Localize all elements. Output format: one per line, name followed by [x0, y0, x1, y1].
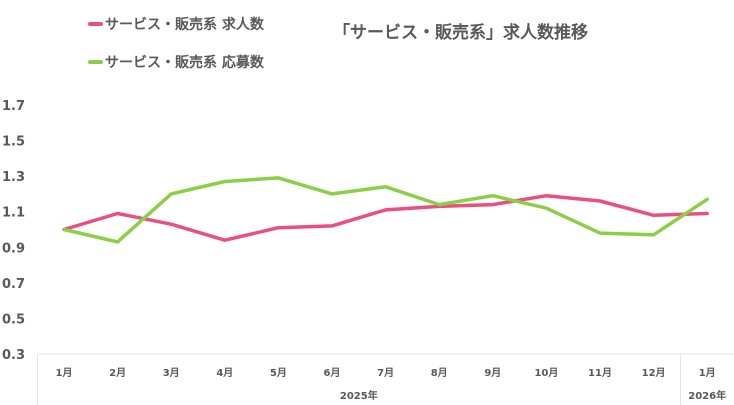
x-tick-label: 9月 — [484, 367, 501, 379]
x-tick-label: 2月 — [109, 367, 126, 379]
x-tick-label: 10月 — [534, 367, 558, 379]
series-lines — [62, 176, 709, 244]
x-tick-label: 12月 — [642, 367, 666, 379]
y-tick-label: 0.5 — [2, 312, 25, 327]
y-tick-label: 1.7 — [2, 99, 25, 114]
legend-label: サービス・販売系 応募数 — [105, 55, 264, 71]
x-tick-label: 6月 — [324, 367, 341, 379]
legend-item-job-openings: サービス・販売系 求人数 — [88, 14, 264, 34]
x-tick-label: 7月 — [377, 367, 394, 379]
x-tick-label: 1月 — [56, 367, 73, 379]
legend-item-applications: サービス・販売系 応募数 — [88, 52, 264, 72]
chart-title: 「サービス・販売系」求人数推移 — [333, 23, 588, 43]
y-tick-label: 0.9 — [2, 241, 25, 256]
x-tick-label: 5月 — [270, 367, 287, 379]
x-group-label: 2025年 — [340, 389, 378, 402]
x-tick-label: 4月 — [216, 367, 233, 379]
legend-label: サービス・販売系 求人数 — [105, 17, 264, 33]
y-tick-label: 1.5 — [2, 135, 25, 150]
x-tick-label: 8月 — [431, 367, 448, 379]
y-tick-label: 0.7 — [2, 277, 25, 292]
series-line-applications — [62, 176, 709, 244]
y-axis: 1.7 1.5 1.3 1.1 0.9 0.7 0.5 0.3 — [2, 99, 25, 363]
x-group-label: 2026年 — [688, 389, 726, 402]
x-tick-label: 11月 — [588, 367, 612, 379]
y-tick-label: 1.3 — [2, 170, 25, 185]
x-axis: 1月 2月 3月 4月 5月 6月 7月 8月 9月 10月 11月 12月 1月 2025年 2026年 — [37, 353, 734, 405]
x-tick-label: 1月 — [699, 367, 716, 379]
legend-swatch-green — [88, 60, 103, 64]
legend-swatch-pink — [88, 22, 103, 26]
y-tick-label: 0.3 — [2, 348, 25, 363]
x-tick-label: 3月 — [163, 367, 180, 379]
y-tick-label: 1.1 — [2, 206, 25, 221]
series-line-job-openings — [62, 193, 709, 242]
